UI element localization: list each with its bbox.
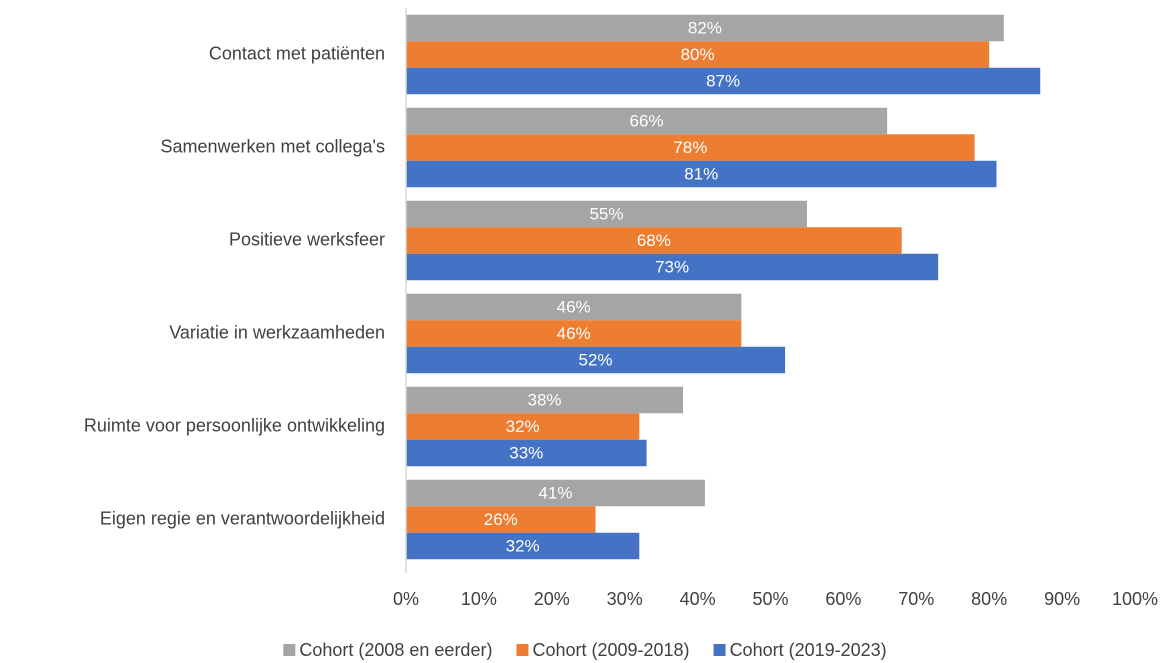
value-label: 52% [579,350,613,369]
value-label: 32% [506,417,540,436]
x-tick-label: 100% [1112,589,1158,609]
bar [406,506,596,533]
value-label: 87% [706,71,740,90]
bar [406,227,902,254]
category-label: Contact met patiënten [209,43,385,63]
bar [406,439,647,467]
category-label: Positieve werksfeer [229,229,385,249]
legend-label: Cohort (2008 en eerder) [299,640,492,660]
x-tick-label: 40% [680,589,716,609]
bar [406,413,640,440]
x-tick-label: 50% [752,589,788,609]
x-tick-label: 90% [1044,589,1080,609]
x-tick-label: 10% [461,589,497,609]
bar [406,41,990,68]
x-tick-label: 80% [971,589,1007,609]
x-tick-label: 60% [825,589,861,609]
value-label: 73% [655,257,689,276]
value-label: 81% [684,164,718,183]
value-label: 66% [630,111,664,130]
value-label: 32% [506,536,540,555]
value-label: 68% [637,231,671,250]
x-tick-label: 70% [898,589,934,609]
bar [406,320,742,347]
legend-swatch [283,644,296,656]
legend-label: Cohort (2019-2023) [730,640,887,660]
bar [406,346,786,374]
value-label: 46% [557,297,591,316]
category-label: Ruimte voor persoonlijke ontwikkeling [84,415,385,435]
bar [406,67,1041,95]
bar [406,293,742,321]
bar [406,200,807,228]
value-label: 38% [527,390,561,409]
value-label: 55% [589,204,623,223]
x-tick-label: 0% [393,589,419,609]
category-label: Eigen regie en verantwoordelijkheid [100,508,385,528]
bar [406,386,684,414]
value-label: 80% [681,45,715,64]
value-label: 46% [557,324,591,343]
x-tick-label: 30% [607,589,643,609]
x-tick-label: 20% [534,589,570,609]
value-label: 33% [509,443,543,462]
value-label: 26% [484,510,518,529]
legend-swatch [516,644,529,656]
bar [406,160,997,188]
value-label: 78% [673,138,707,157]
category-label: Samenwerken met collega's [160,136,385,156]
value-label: 41% [538,483,572,502]
bar [406,479,705,507]
bar [406,532,640,560]
bar [406,134,975,161]
bar [406,107,888,135]
legend-swatch [713,644,726,656]
value-label: 82% [688,18,722,37]
legend-label: Cohort (2009-2018) [532,640,689,660]
bar [406,14,1004,42]
bar [406,253,939,281]
category-label: Variatie in werkzaamheden [169,322,385,342]
